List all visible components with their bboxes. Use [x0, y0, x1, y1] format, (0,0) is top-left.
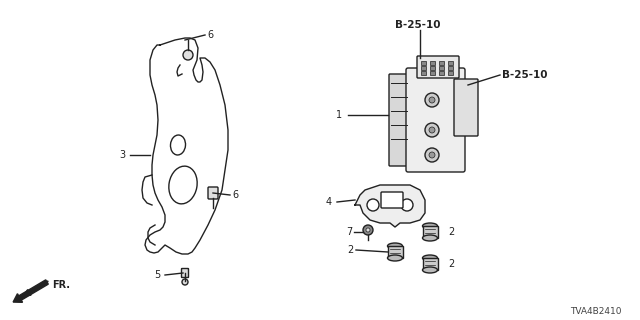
FancyBboxPatch shape: [381, 192, 403, 208]
Text: 7: 7: [346, 227, 352, 237]
FancyBboxPatch shape: [389, 74, 409, 166]
Bar: [421, 71, 426, 75]
Text: 2: 2: [348, 245, 354, 255]
Bar: [430, 61, 435, 65]
Text: 2: 2: [448, 227, 454, 237]
Circle shape: [183, 50, 193, 60]
FancyBboxPatch shape: [454, 79, 478, 136]
Text: 6: 6: [207, 30, 213, 40]
Bar: [439, 66, 444, 69]
Bar: [421, 66, 426, 69]
Bar: [430, 66, 435, 69]
Text: 1: 1: [336, 110, 342, 120]
FancyBboxPatch shape: [208, 187, 218, 199]
FancyBboxPatch shape: [182, 268, 189, 277]
Text: B-25-10: B-25-10: [395, 20, 440, 30]
Ellipse shape: [387, 243, 403, 249]
FancyArrow shape: [13, 280, 48, 302]
Circle shape: [401, 199, 413, 211]
Text: 3: 3: [119, 150, 125, 160]
Text: TVA4B2410: TVA4B2410: [570, 308, 621, 316]
Ellipse shape: [422, 235, 438, 241]
Text: 6: 6: [232, 190, 238, 200]
FancyBboxPatch shape: [417, 56, 459, 78]
Circle shape: [425, 148, 439, 162]
Bar: [388, 246, 403, 258]
Text: 5: 5: [154, 270, 160, 280]
Bar: [439, 61, 444, 65]
Ellipse shape: [422, 255, 438, 261]
Circle shape: [182, 279, 188, 285]
Text: B-25-10: B-25-10: [502, 70, 547, 80]
Bar: [423, 226, 438, 238]
Bar: [421, 61, 426, 65]
Text: 2: 2: [448, 259, 454, 269]
Bar: [430, 71, 435, 75]
Circle shape: [429, 127, 435, 133]
Text: 4: 4: [326, 197, 332, 207]
Polygon shape: [355, 185, 425, 227]
FancyBboxPatch shape: [406, 68, 465, 172]
Ellipse shape: [422, 267, 438, 273]
Circle shape: [367, 199, 379, 211]
Text: FR.: FR.: [52, 280, 70, 290]
Circle shape: [366, 228, 370, 232]
Bar: [423, 258, 438, 270]
Circle shape: [429, 97, 435, 103]
Ellipse shape: [387, 255, 403, 261]
Bar: [448, 66, 453, 69]
Circle shape: [429, 152, 435, 158]
Ellipse shape: [422, 223, 438, 229]
Circle shape: [363, 225, 373, 235]
Bar: [448, 71, 453, 75]
Circle shape: [425, 93, 439, 107]
Circle shape: [425, 123, 439, 137]
Bar: [439, 71, 444, 75]
Bar: [448, 61, 453, 65]
